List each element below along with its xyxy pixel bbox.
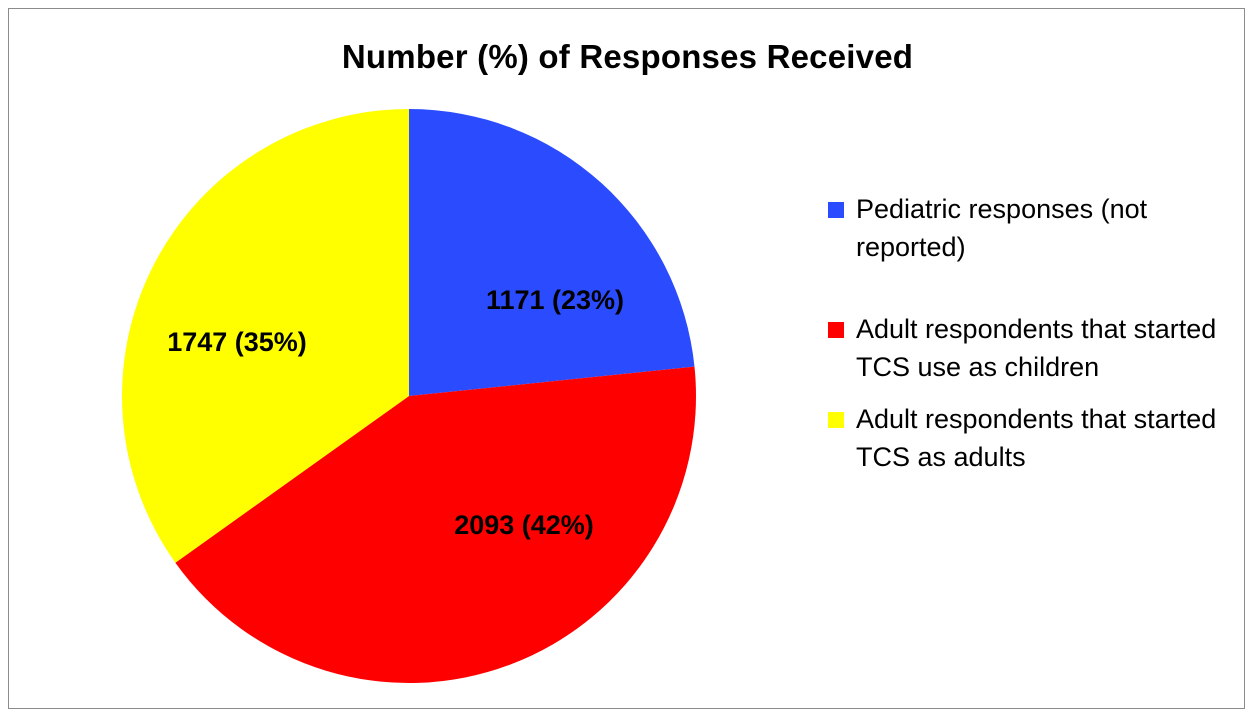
legend-label-adult-adults: Adult respondents that started TCS as ad… bbox=[856, 404, 1217, 472]
pie-slice-adult-children bbox=[175, 366, 697, 684]
slice-label-pediatric: 1171 (23%) bbox=[486, 285, 624, 315]
legend-item-adult-adults: Adult respondents that started TCS as ad… bbox=[828, 400, 1228, 476]
legend-label-pediatric: Pediatric responses (not reported) bbox=[856, 194, 1148, 262]
legend-swatch-pediatric bbox=[828, 202, 844, 218]
chart-title: Number (%) of Responses Received bbox=[341, 38, 914, 75]
pie-slice-pediatric bbox=[409, 109, 695, 396]
slice-label-adult-adults: 1747 (35%) bbox=[167, 327, 307, 357]
pie-slice-adult-adults bbox=[121, 109, 409, 563]
legend-item-adult-children: Adult respondents that started TCS use a… bbox=[828, 310, 1228, 386]
slice-label-adult-children: 2093 (42%) bbox=[454, 510, 594, 540]
legend-swatch-adult-adults bbox=[828, 412, 844, 428]
legend-item-pediatric: Pediatric responses (not reported) bbox=[828, 190, 1228, 266]
legend-label-adult-children: Adult respondents that started TCS use a… bbox=[856, 314, 1217, 382]
chart-legend: Pediatric responses (not reported) Adult… bbox=[828, 190, 1228, 476]
legend-swatch-adult-children bbox=[828, 322, 844, 338]
